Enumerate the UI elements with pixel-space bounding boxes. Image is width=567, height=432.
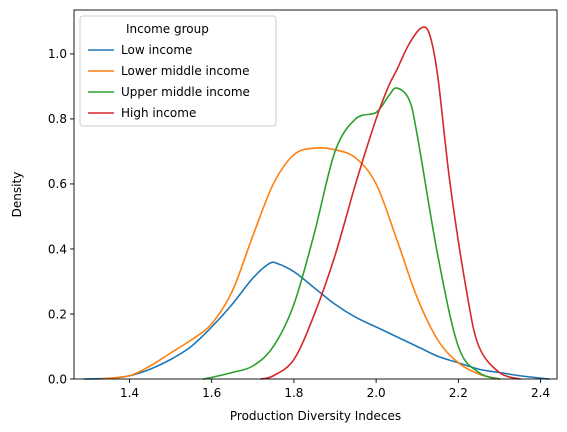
x-tick-label-1: 1.6 (202, 386, 221, 400)
axes-frame (73, 9, 558, 380)
x-tick-label-4: 2.2 (449, 386, 468, 400)
legend-label-0: Low income (121, 43, 192, 57)
legend-label-1: Lower middle income (121, 64, 250, 78)
y-tick-label-0: 0.0 (48, 372, 67, 386)
x-tick-label-3: 2.0 (367, 386, 386, 400)
y-axis-label: Density (10, 172, 24, 218)
y-tick-label-2: 0.4 (48, 242, 67, 256)
series-line-3 (260, 26, 521, 380)
y-tick-label-3: 0.6 (48, 177, 67, 191)
x-axis-label: Production Diversity Indeces (230, 409, 401, 423)
series-line-2 (202, 87, 501, 380)
legend: Income group Low income Lower middle inco… (79, 15, 277, 127)
axes-layer: 1.4 1.6 1.8 2.0 2.2 2.4 0.0 0.2 0.4 0.6 0.8 1.0 (48, 9, 558, 400)
series-line-1 (99, 147, 501, 380)
x-tick-label-2: 1.8 (284, 386, 303, 400)
x-tick-label-5: 2.4 (531, 386, 550, 400)
series-layer (83, 26, 550, 380)
x-tick-label-0: 1.4 (120, 386, 139, 400)
legend-label-3: High income (121, 106, 196, 120)
y-tick-label-1: 0.2 (48, 307, 67, 321)
legend-label-2: Upper middle income (121, 85, 250, 99)
y-tick-label-5: 1.0 (48, 47, 67, 61)
y-tick-label-4: 0.8 (48, 112, 67, 126)
legend-box (79, 15, 277, 127)
legend-title: Income group (126, 22, 209, 36)
